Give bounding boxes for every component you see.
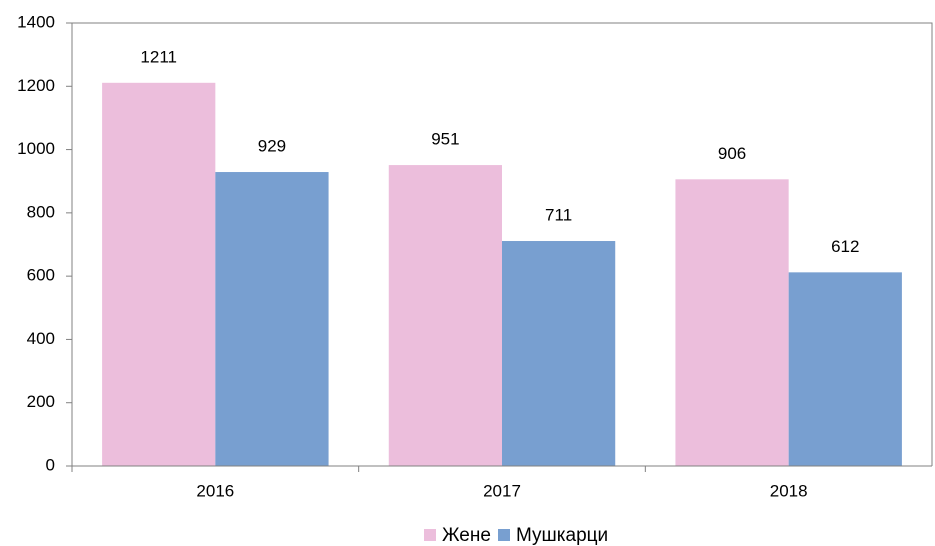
bar xyxy=(675,179,789,466)
x-tick-label: 2016 xyxy=(196,481,234,500)
legend-label: Мушкарци xyxy=(516,525,608,546)
bar xyxy=(502,241,616,466)
y-tick-label: 600 xyxy=(27,266,55,285)
legend-label: Жене xyxy=(442,525,491,546)
bar xyxy=(215,172,329,467)
y-tick-label: 1200 xyxy=(17,76,55,95)
value-label: 951 xyxy=(431,130,459,149)
y-tick-label: 1000 xyxy=(17,139,55,158)
value-label-bg xyxy=(245,134,298,159)
plot-frame xyxy=(72,22,933,466)
y-tick-label: 200 xyxy=(27,392,55,411)
bar xyxy=(788,272,902,466)
y-tick-label: 400 xyxy=(27,329,55,348)
value-label: 929 xyxy=(258,137,286,156)
bar xyxy=(388,165,502,467)
x-tick-label: 2018 xyxy=(770,481,808,500)
value-label-bg xyxy=(532,203,585,228)
legend-swatch xyxy=(498,529,510,541)
value-label: 711 xyxy=(545,206,572,225)
value-label: 1211 xyxy=(140,47,177,66)
bar xyxy=(102,82,216,467)
y-tick-label: 1400 xyxy=(17,12,55,31)
value-label-bg xyxy=(819,234,872,259)
value-label-bg xyxy=(706,141,759,166)
y-tick-label: 800 xyxy=(27,202,55,221)
value-label-bg xyxy=(419,127,472,152)
legend-swatch xyxy=(424,529,436,541)
value-label: 612 xyxy=(831,237,859,256)
value-label-bg xyxy=(132,44,185,69)
x-tick-label: 2017 xyxy=(483,481,521,500)
value-label: 906 xyxy=(718,144,746,163)
y-tick-label: 0 xyxy=(46,455,55,474)
